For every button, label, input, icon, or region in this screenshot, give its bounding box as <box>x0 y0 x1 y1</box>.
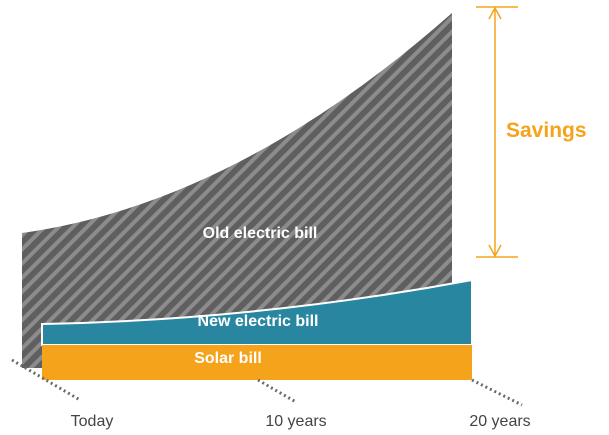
new-electric-bill-label: New electric bill <box>198 313 319 330</box>
solar-bill-label: Solar bill <box>194 350 262 367</box>
depth-dotted-lines <box>11 358 523 407</box>
new-electric-bill-area <box>41 278 473 346</box>
savings-label: Savings <box>506 119 587 142</box>
solar-bill-area <box>42 345 472 380</box>
dotted-depth-line <box>471 378 523 407</box>
x-tick-label-20-years: 20 years <box>469 413 530 430</box>
x-tick-label-10-years: 10 years <box>265 413 326 430</box>
old-electric-bill-label: Old electric bill <box>203 225 318 242</box>
savings-down-arrow <box>488 244 502 258</box>
savings-up-arrow <box>488 6 502 20</box>
savings-dimension-marker <box>476 6 518 258</box>
old-electric-bill-area <box>22 13 452 368</box>
dotted-depth-line <box>11 358 81 402</box>
dotted-depth-line <box>257 378 297 404</box>
x-tick-label-today: Today <box>71 413 114 430</box>
